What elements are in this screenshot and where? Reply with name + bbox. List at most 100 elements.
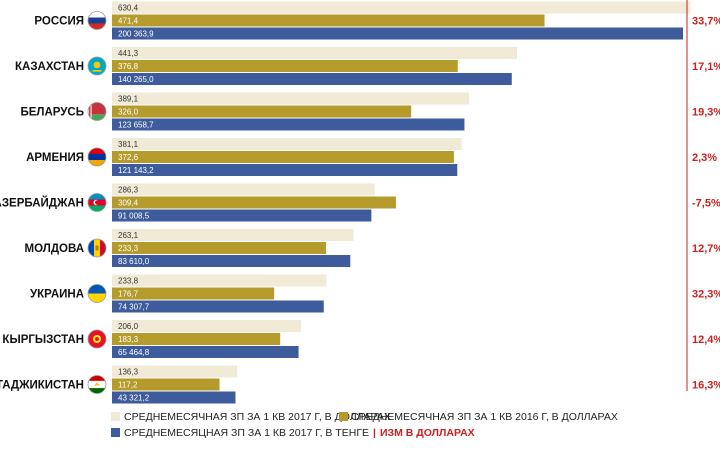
tajikistan-flag-icon [87,375,107,394]
bar-value-label: 326,0 [118,108,139,117]
azerbaijan-flag-icon [87,193,107,212]
country-row: РОССИЯ 630,4 471,4 200 363,9 33,7% [34,1,720,40]
legend-label-usd-2017: СРЕДНЕМЕСЯЧНАЯ ЗП ЗА 1 КВ 2017 Г, В ДОЛЛ… [124,411,391,423]
country-row: БЕЛАРУСЬ 389,1 326,0 123 658,7 19,3% [20,92,720,131]
bar-value-label: 140 265,0 [118,75,154,84]
country-row: КЫРГЫЗСТАН 206,0 183,3 65 464,8 12,4% [2,320,720,358]
change-label: 33,7% [692,16,720,28]
country-row: ТАДЖИКИСТАН 136,3 117,2 43 321,2 16,3% [0,365,720,404]
bar-usd-2016 [112,287,275,300]
bar-usd-2017 [112,229,354,241]
bar-kzt-2017 [112,73,512,85]
country-label: АЗЕРБАЙДЖАН [0,197,84,210]
country-row: АЗЕРБАЙДЖАН 286,3 309,4 91 008,5 -7,5% [0,183,720,222]
bar-kzt-2017 [112,300,324,313]
bar-usd-2017 [112,92,470,105]
bar-kzt-2017 [112,255,351,267]
bar-value-label: 83 610,0 [118,257,150,266]
legend-separator: | [373,427,376,439]
bar-usd-2017 [112,1,691,14]
bar-usd-2016 [112,378,220,391]
legend-label-usd-2016: СРЕДНЕМЕСЯЧНАЯ ЗП ЗА 1 КВ 2016 Г, В ДОЛЛ… [351,411,618,423]
legend-swatch-usd-2017 [111,412,120,421]
country-label: БЕЛАРУСЬ [20,107,84,119]
bar-usd-2016 [112,60,458,72]
country-label: МОЛДОВА [25,243,84,255]
bar-kzt-2017 [112,164,458,176]
bar-value-label: 309,4 [118,199,139,208]
bar-usd-2016 [112,105,412,118]
bar-value-label: 630,4 [118,4,139,13]
change-label: 32,3% [692,289,720,301]
bar-value-label: 91 008,5 [118,212,150,221]
bar-value-label: 286,3 [118,186,139,195]
bar-usd-2016 [112,333,281,345]
bar-value-label: 117,2 [118,381,138,390]
change-label: 12,4% [692,334,720,346]
bar-usd-2016 [112,14,545,27]
country-label: РОССИЯ [34,16,84,28]
country-label: ТАДЖИКИСТАН [0,380,84,392]
bar-value-label: 381,1 [118,140,139,149]
bar-kzt-2017 [112,27,684,40]
legend-label-change: ИЗМ В ДОЛЛАРАХ [380,427,475,439]
bar-value-label: 65 464,8 [118,348,150,357]
legend-swatch-usd-2016 [339,412,348,421]
moldova-flag-icon [87,238,107,258]
bar-value-label: 123 658,7 [118,121,154,130]
change-label: 19,3% [692,107,720,119]
country-label: КЫРГЫЗСТАН [2,334,84,346]
legend-swatch-kzt-2017 [111,428,120,437]
country-row: КАЗАХСТАН 441,3 376,8 140 265,0 17,1% [15,47,720,85]
bar-value-label: 74 307,7 [118,303,150,312]
bar-value-label: 263,1 [118,231,139,240]
bar-kzt-2017 [112,209,372,222]
country-label: УКРАИНА [30,289,84,301]
belarus-flag-icon [87,102,107,121]
bar-kzt-2017 [112,391,236,404]
armenia-flag-icon [87,147,107,167]
bar-value-label: 471,4 [118,17,139,26]
bar-value-label: 206,0 [118,322,139,331]
chart-rows: РОССИЯ 630,4 471,4 200 363,9 33,7% КАЗАХСТАН 4… [0,0,720,404]
bar-kzt-2017 [112,118,465,131]
bar-usd-2017 [112,183,375,196]
bar-value-label: 121 143,2 [118,166,154,175]
bar-usd-2017 [112,274,327,287]
bar-usd-2016 [112,151,454,163]
change-label: -7,5% [692,198,720,210]
bar-usd-2016 [112,242,327,254]
country-row: УКРАИНА 233,8 176,7 74 307,7 32,3% [30,274,720,313]
change-label: 2,3% [692,152,717,164]
chart-legend: СРЕДНЕМЕСЯЧНАЯ ЗП ЗА 1 КВ 2017 Г, В ДОЛЛ… [111,411,618,439]
bar-value-label: 183,3 [118,335,139,344]
country-row: МОЛДОВА 263,1 233,3 83 610,0 12,7% [25,229,720,267]
country-label: КАЗАХСТАН [15,61,84,73]
ukraine-flag-icon [87,284,107,303]
bar-value-label: 176,7 [118,290,139,299]
kazakhstan-flag-icon [87,56,107,76]
bar-usd-2017 [112,365,238,378]
bar-value-label: 200 363,9 [118,30,154,39]
bar-value-label: 389,1 [118,95,139,104]
bar-value-label: 136,3 [118,368,139,377]
country-row: АРМЕНИЯ 381,1 372,6 121 143,2 2,3% [26,138,717,176]
kyrgyzstan-flag-icon [87,329,107,349]
bar-value-label: 233,8 [118,277,139,286]
bar-value-label: 233,3 [118,244,139,253]
bar-value-label: 372,6 [118,153,139,162]
bar-kzt-2017 [112,346,299,358]
bar-usd-2016 [112,196,396,209]
russia-flag-icon [87,11,107,30]
change-label: 16,3% [692,380,720,392]
bar-usd-2017 [112,138,462,150]
bar-usd-2017 [112,320,302,332]
bar-value-label: 441,3 [118,49,139,58]
country-label: АРМЕНИЯ [26,152,84,164]
bar-value-label: 43 321,2 [118,394,150,403]
change-label: 12,7% [692,243,720,255]
legend-label-kzt-2017: СРЕДНЕМЕСЯЦНАЯ ЗП ЗА 1 КВ 2017 Г, В ТЕНГ… [124,427,369,439]
change-label: 17,1% [692,61,720,73]
bar-usd-2017 [112,47,517,59]
